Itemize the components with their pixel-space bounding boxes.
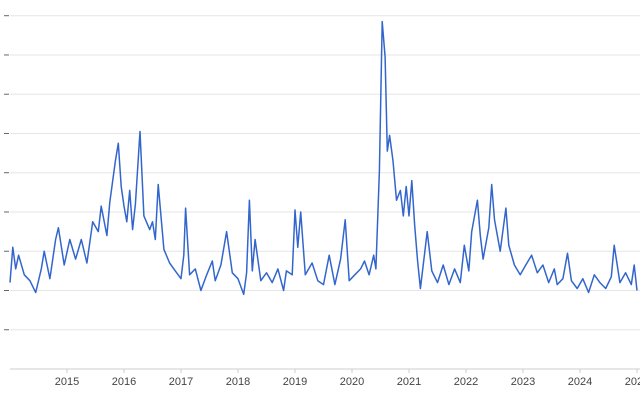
x-tick-label: 2015 [55,376,79,388]
x-tick-label: 2023 [511,376,535,388]
line-series [9,20,638,296]
x-tick-label: 2020 [340,376,364,388]
x-tick-label: 2021 [397,376,421,388]
x-tick-label: 2022 [454,376,478,388]
x-tick-label: 2019 [283,376,307,388]
x-tick-label: 2024 [568,376,592,388]
x-tick-label: 2017 [169,376,193,388]
x-tick-label: 2016 [112,376,136,388]
x-tick-label: 2018 [226,376,250,388]
x-tick-label: 2025 [625,376,640,388]
